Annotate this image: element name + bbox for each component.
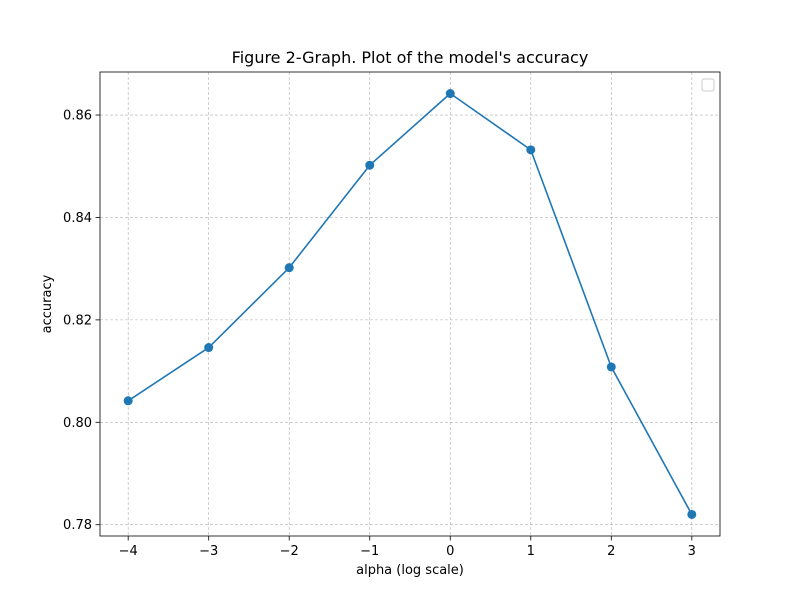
- x-tick-label: −4: [119, 544, 138, 559]
- data-point: [445, 89, 455, 99]
- x-tick-label: 0: [446, 544, 454, 559]
- data-point: [606, 362, 616, 372]
- data-point: [123, 396, 133, 406]
- data-point: [526, 145, 536, 155]
- legend-box: [701, 78, 715, 92]
- chart-title: Figure 2-Graph. Plot of the model's accu…: [232, 48, 589, 67]
- x-tick-label: 3: [688, 544, 696, 559]
- data-point: [284, 263, 294, 273]
- x-tick-label: 1: [527, 544, 535, 559]
- data-point: [365, 160, 375, 170]
- y-tick-label: 0.84: [63, 211, 92, 226]
- data-series: [123, 89, 697, 519]
- x-tick-label: 2: [607, 544, 615, 559]
- y-axis-label: accuracy: [40, 274, 55, 333]
- x-tick-label: −2: [280, 544, 299, 559]
- x-tick-label: −3: [199, 544, 218, 559]
- x-tick-label: −1: [360, 544, 379, 559]
- y-tick-label: 0.78: [63, 518, 92, 533]
- y-tick-label: 0.82: [63, 313, 92, 328]
- y-tick-label: 0.80: [63, 416, 92, 431]
- y-tick-label: 0.86: [63, 109, 92, 124]
- x-axis-label: alpha (log scale): [356, 563, 464, 578]
- axis-ticks: −4 −3 −2 −1 0 1 2 3 0.78 0.80 0.82 0.84 0.86: [63, 109, 696, 559]
- data-point: [687, 509, 697, 519]
- data-point: [204, 343, 214, 353]
- series-line: [127, 92, 693, 515]
- plot-area-frame: [99, 71, 721, 537]
